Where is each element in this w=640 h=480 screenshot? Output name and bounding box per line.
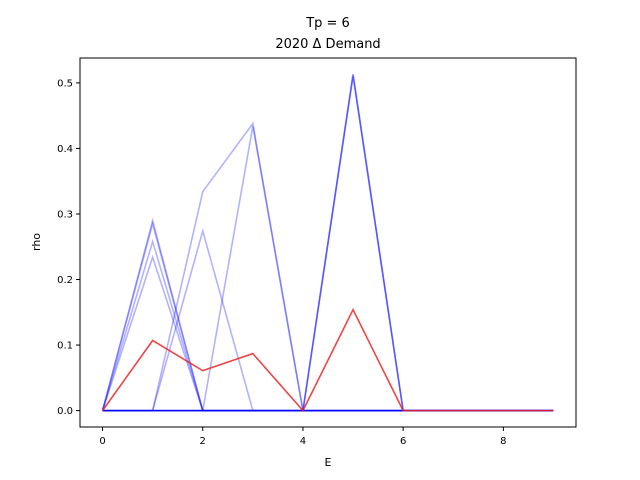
series-line-2 (102, 228, 554, 412)
series-line-12 (101, 307, 554, 413)
y-axis: 0.0 0.1 0.2 0.3 0.4 0.5 (57, 78, 80, 417)
chart-title: Tp = 6 (305, 16, 350, 31)
chart-subtitle: 2020 Δ Demand (275, 37, 380, 52)
y-tick-label: 0.3 (57, 209, 73, 220)
x-axis-label: E (325, 456, 332, 469)
series-line-7 (101, 220, 554, 412)
x-axis: 0 2 4 6 8 (99, 427, 507, 447)
series-line-6 (102, 126, 554, 412)
y-tick-label: 0.4 (57, 144, 73, 155)
series-layer (101, 74, 554, 413)
y-tick-label: 0.5 (57, 78, 73, 89)
x-tick-label: 6 (400, 436, 406, 447)
x-tick-label: 4 (300, 436, 306, 447)
series-line-5 (101, 217, 554, 412)
y-tick-label: 0.0 (57, 406, 73, 417)
y-tick-label: 0.1 (57, 341, 73, 352)
y-tick-label: 0.2 (57, 275, 73, 286)
series-line-3 (101, 238, 554, 412)
series-line-4 (102, 121, 554, 412)
x-tick-label: 0 (99, 436, 105, 447)
y-axis-label: rho (30, 233, 43, 251)
x-tick-label: 8 (500, 436, 506, 447)
x-tick-label: 2 (200, 436, 206, 447)
plot-frame (79, 57, 577, 428)
